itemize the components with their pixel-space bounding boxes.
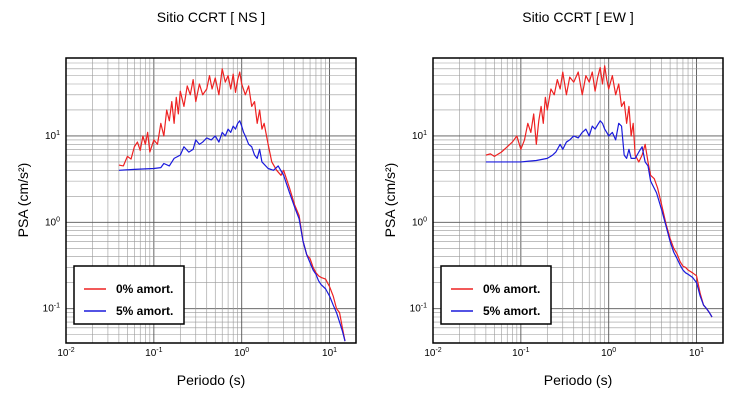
x-tick-label: 10-1 — [145, 347, 162, 359]
x-tick-label: 100 — [234, 347, 249, 359]
x-tick-labels-ew: 10-2 10-1 100 101 — [424, 347, 704, 359]
y-tick-labels-ew: 10-1 100 101 — [410, 130, 427, 315]
chart-ns: Sitio CCRT [ NS ] 10-2 10-1 100 101 10-1 100… — [15, 9, 357, 388]
x-tick-label: 101 — [322, 347, 337, 359]
y-tick-label: 101 — [412, 130, 427, 142]
series-line-0pct-amort — [485, 65, 713, 318]
x-tick-label: 10-2 — [57, 347, 74, 359]
x-tick-label: 100 — [601, 347, 616, 359]
legend-label-0pct-ew: 0% amort. — [483, 282, 540, 296]
series-line-5pct-amort — [485, 120, 713, 318]
legend-label-5pct-ew: 5% amort. — [483, 304, 540, 318]
chart-title-ns: Sitio CCRT [ NS ] — [157, 9, 265, 25]
y-tick-label: 10-1 — [410, 303, 427, 315]
y-axis-label-ns: PSA (cm/s²) — [15, 163, 31, 238]
series-line-5pct-amort — [118, 120, 346, 342]
x-tick-labels-ns: 10-2 10-1 100 101 — [57, 347, 337, 359]
legend-ew: 0% amort. 5% amort. — [440, 265, 552, 325]
y-tick-label: 10-1 — [43, 303, 60, 315]
x-axis-label-ew: Periodo (s) — [544, 372, 612, 388]
plot-frame-ew — [432, 57, 724, 344]
chart-title-ew: Sitio CCRT [ EW ] — [522, 9, 634, 25]
legend-box-ns — [73, 265, 185, 325]
y-tick-label: 101 — [45, 130, 60, 142]
series-lines-ns — [118, 68, 346, 342]
legend-label-5pct-ns: 5% amort. — [116, 304, 173, 318]
legend-ns: 0% amort. 5% amort. — [73, 265, 185, 325]
x-tick-label: 10-2 — [424, 347, 441, 359]
legend-label-0pct-ns: 0% amort. — [116, 282, 173, 296]
legend-box-ew — [440, 265, 552, 325]
plot-frame-ns — [65, 57, 357, 344]
x-tick-label: 10-1 — [512, 347, 529, 359]
y-tick-label: 100 — [412, 216, 427, 228]
y-tick-label: 100 — [45, 216, 60, 228]
y-tick-labels-ns: 10-1 100 101 — [43, 130, 60, 315]
x-axis-label-ns: Periodo (s) — [177, 372, 245, 388]
chart-ew: Sitio CCRT [ EW ] 10-2 10-1 100 101 10-1 100… — [382, 9, 724, 388]
y-axis-label-ew: PSA (cm/s²) — [382, 163, 398, 238]
series-lines-ew — [485, 65, 713, 318]
x-tick-label: 101 — [689, 347, 704, 359]
